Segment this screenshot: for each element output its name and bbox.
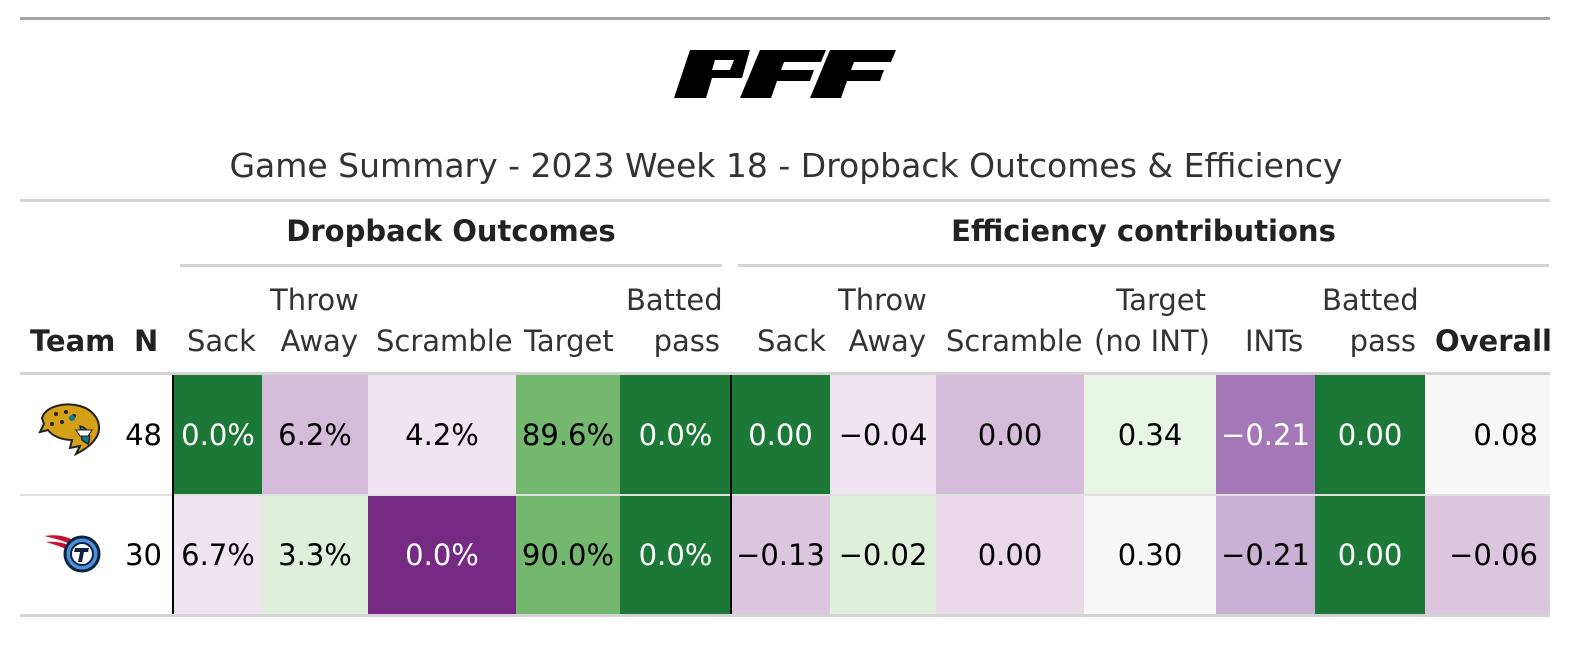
cell-eff-overall: −0.06	[1425, 496, 1550, 614]
bottom-rule	[20, 614, 1550, 617]
col-header-eff-scramble: Scramble	[946, 324, 1083, 358]
spanner-dropback-outcomes: Dropback Outcomes	[286, 214, 616, 248]
cell-sack: 0.0%	[174, 375, 262, 495]
column-separator	[730, 375, 732, 614]
cell-batted-pass: 0.0%	[620, 375, 731, 495]
col-header-eff-target: Target (no INT)	[1094, 283, 1210, 358]
cell-eff-batted-pass: 0.00	[1315, 375, 1425, 495]
col-header-n: N	[134, 324, 159, 358]
col-header-overall: Overall	[1435, 324, 1552, 358]
col-header-sack: Sack	[187, 324, 256, 358]
cell-eff-scramble: 0.00	[936, 496, 1084, 614]
spanner-rule-outcomes	[180, 264, 722, 267]
cell-eff-scramble: 0.00	[936, 375, 1084, 495]
col-header-target: Target	[524, 324, 614, 358]
cell-eff-batted-pass: 0.00	[1315, 496, 1425, 614]
col-header-team: Team	[30, 324, 116, 358]
col-header-eff-batted-pass: Batted pass	[1322, 283, 1419, 358]
cell-target: 90.0%	[516, 496, 620, 614]
cell-n: 48	[125, 418, 162, 452]
col-header-eff-ints: INTs	[1245, 324, 1304, 358]
cell-scramble: 0.0%	[368, 496, 516, 614]
spanner-efficiency: Efficiency contributions	[951, 214, 1336, 248]
cell-eff-target: 0.34	[1084, 375, 1216, 495]
cell-throw-away: 6.2%	[262, 375, 368, 495]
cell-eff-ints: −0.21	[1216, 375, 1315, 495]
cell-eff-throw-away: −0.04	[830, 375, 936, 495]
cell-eff-throw-away: −0.02	[830, 496, 936, 614]
cell-scramble: 4.2%	[368, 375, 516, 495]
titans-logo-icon	[44, 535, 101, 573]
cell-target: 89.6%	[516, 375, 620, 495]
cell-throw-away: 3.3%	[262, 496, 368, 614]
column-separator	[172, 375, 174, 614]
col-header-throw-away: Throw Away	[270, 283, 359, 358]
pff-logo	[674, 50, 896, 98]
cell-eff-ints: −0.21	[1216, 496, 1315, 614]
col-header-scramble: Scramble	[376, 324, 513, 358]
col-header-eff-throw-away: Throw Away	[838, 283, 927, 358]
cell-eff-sack: −0.13	[731, 496, 830, 614]
cell-batted-pass: 0.0%	[620, 496, 731, 614]
jaguars-logo-icon	[38, 403, 100, 457]
top-rule	[20, 17, 1550, 20]
col-header-eff-sack: Sack	[757, 324, 826, 358]
cell-eff-sack: 0.00	[731, 375, 830, 495]
title-rule	[20, 199, 1550, 202]
table-title: Game Summary - 2023 Week 18 - Dropback O…	[229, 146, 1343, 185]
cell-n: 30	[125, 538, 162, 572]
cell-eff-target: 0.30	[1084, 496, 1216, 614]
row-divider	[20, 494, 1550, 496]
cell-eff-overall: 0.08	[1425, 375, 1550, 495]
header-rule	[20, 372, 1550, 375]
col-header-batted-pass: Batted pass	[626, 283, 723, 358]
cell-sack: 6.7%	[174, 496, 262, 614]
spanner-rule-efficiency	[738, 264, 1549, 267]
